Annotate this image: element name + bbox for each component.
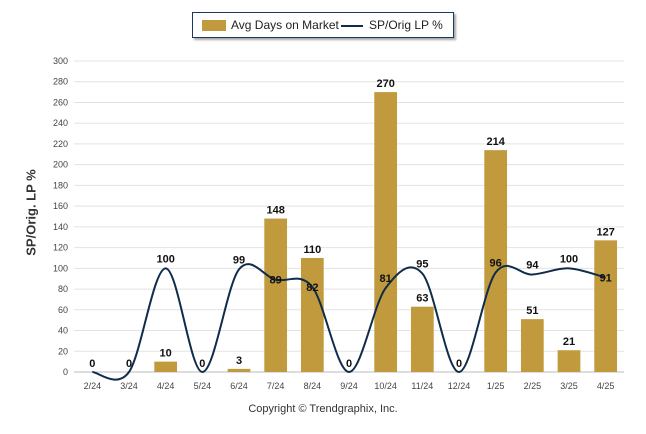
bar-value-label: 270 xyxy=(376,78,394,90)
bar-value-label: 110 xyxy=(303,244,321,256)
y-tick-label: 60 xyxy=(58,305,68,315)
line-series xyxy=(92,263,606,381)
bar-value-label: 51 xyxy=(526,305,538,317)
y-axis-title: SP/Orig. LP % xyxy=(23,169,39,256)
legend-line-label: SP/Orig LP % xyxy=(369,18,443,32)
x-tick-label: 5/24 xyxy=(194,381,212,391)
y-tick-label: 280 xyxy=(53,77,68,87)
y-tick-label: 180 xyxy=(53,180,68,190)
x-tick-label: 4/25 xyxy=(597,381,615,391)
y-tick-label: 140 xyxy=(53,222,68,232)
bar xyxy=(227,368,251,372)
legend-line-swatch xyxy=(341,25,363,27)
y-tick-label: 40 xyxy=(58,326,68,336)
y-tick-label: 200 xyxy=(53,160,68,170)
line-value-label: 100 xyxy=(560,253,578,265)
x-tick-label: 4/24 xyxy=(157,381,175,391)
x-tick-label: 12/24 xyxy=(448,381,471,391)
bar-value-label: 63 xyxy=(416,293,428,305)
bar xyxy=(410,306,434,372)
bar xyxy=(557,350,581,372)
x-tick-label: 10/24 xyxy=(374,381,397,391)
y-tick-label: 120 xyxy=(53,243,68,253)
y-tick-label: 80 xyxy=(58,284,68,294)
bar xyxy=(300,257,324,372)
bar xyxy=(484,150,508,372)
bar xyxy=(264,218,288,372)
y-tick-label: 100 xyxy=(53,263,68,273)
bar xyxy=(154,361,178,372)
x-tick-label: 7/24 xyxy=(267,381,285,391)
x-tick-label: 3/25 xyxy=(560,381,578,391)
legend-bar-label: Avg Days on Market xyxy=(231,18,339,32)
x-tick-label: 8/24 xyxy=(304,381,322,391)
line-value-label: 91 xyxy=(600,273,612,285)
line-value-label: 95 xyxy=(416,259,428,271)
line-value-label: 81 xyxy=(380,273,392,285)
bar xyxy=(594,240,618,372)
line-value-label: 96 xyxy=(490,257,502,269)
y-tick-label: 300 xyxy=(53,56,68,66)
bar-value-label: 0 xyxy=(126,358,132,370)
bar-value-label: 0 xyxy=(346,358,352,370)
y-tick-label: 220 xyxy=(53,139,68,149)
x-tick-label: 3/24 xyxy=(120,381,138,391)
bar-value-label: 0 xyxy=(456,358,462,370)
line-value-label: 82 xyxy=(306,282,318,294)
bar-value-label: 0 xyxy=(199,358,205,370)
legend: Avg Days on Market SP/Orig LP % xyxy=(192,12,454,38)
y-tick-label: 20 xyxy=(58,346,68,356)
bar-value-label: 0 xyxy=(89,358,95,370)
line-value-label: 89 xyxy=(270,275,282,287)
bar xyxy=(520,319,544,372)
legend-bar-swatch xyxy=(202,20,226,31)
y-tick-label: 0 xyxy=(63,367,68,377)
bar-value-label: 21 xyxy=(563,336,575,348)
copyright: Copyright © Trendgraphix, Inc. xyxy=(248,403,398,415)
x-tick-label: 9/24 xyxy=(340,381,358,391)
x-tick-label: 1/25 xyxy=(487,381,505,391)
y-tick-label: 160 xyxy=(53,201,68,211)
y-tick-label: 240 xyxy=(53,118,68,128)
x-tick-label: 2/25 xyxy=(524,381,542,391)
bar-value-label: 127 xyxy=(596,226,614,238)
bar xyxy=(374,92,398,372)
bar-value-label: 148 xyxy=(266,205,284,217)
x-tick-label: 11/24 xyxy=(411,381,433,391)
bar-value-label: 214 xyxy=(486,136,505,148)
bar-value-label: 3 xyxy=(236,355,242,367)
x-tick-label: 6/24 xyxy=(230,381,248,391)
y-tick-label: 260 xyxy=(53,97,68,107)
bar-value-label: 10 xyxy=(160,348,172,360)
line-value-label: 99 xyxy=(233,254,245,266)
line-value-label: 94 xyxy=(526,260,539,272)
line-value-label: 100 xyxy=(156,253,174,265)
x-tick-label: 2/24 xyxy=(84,381,102,391)
